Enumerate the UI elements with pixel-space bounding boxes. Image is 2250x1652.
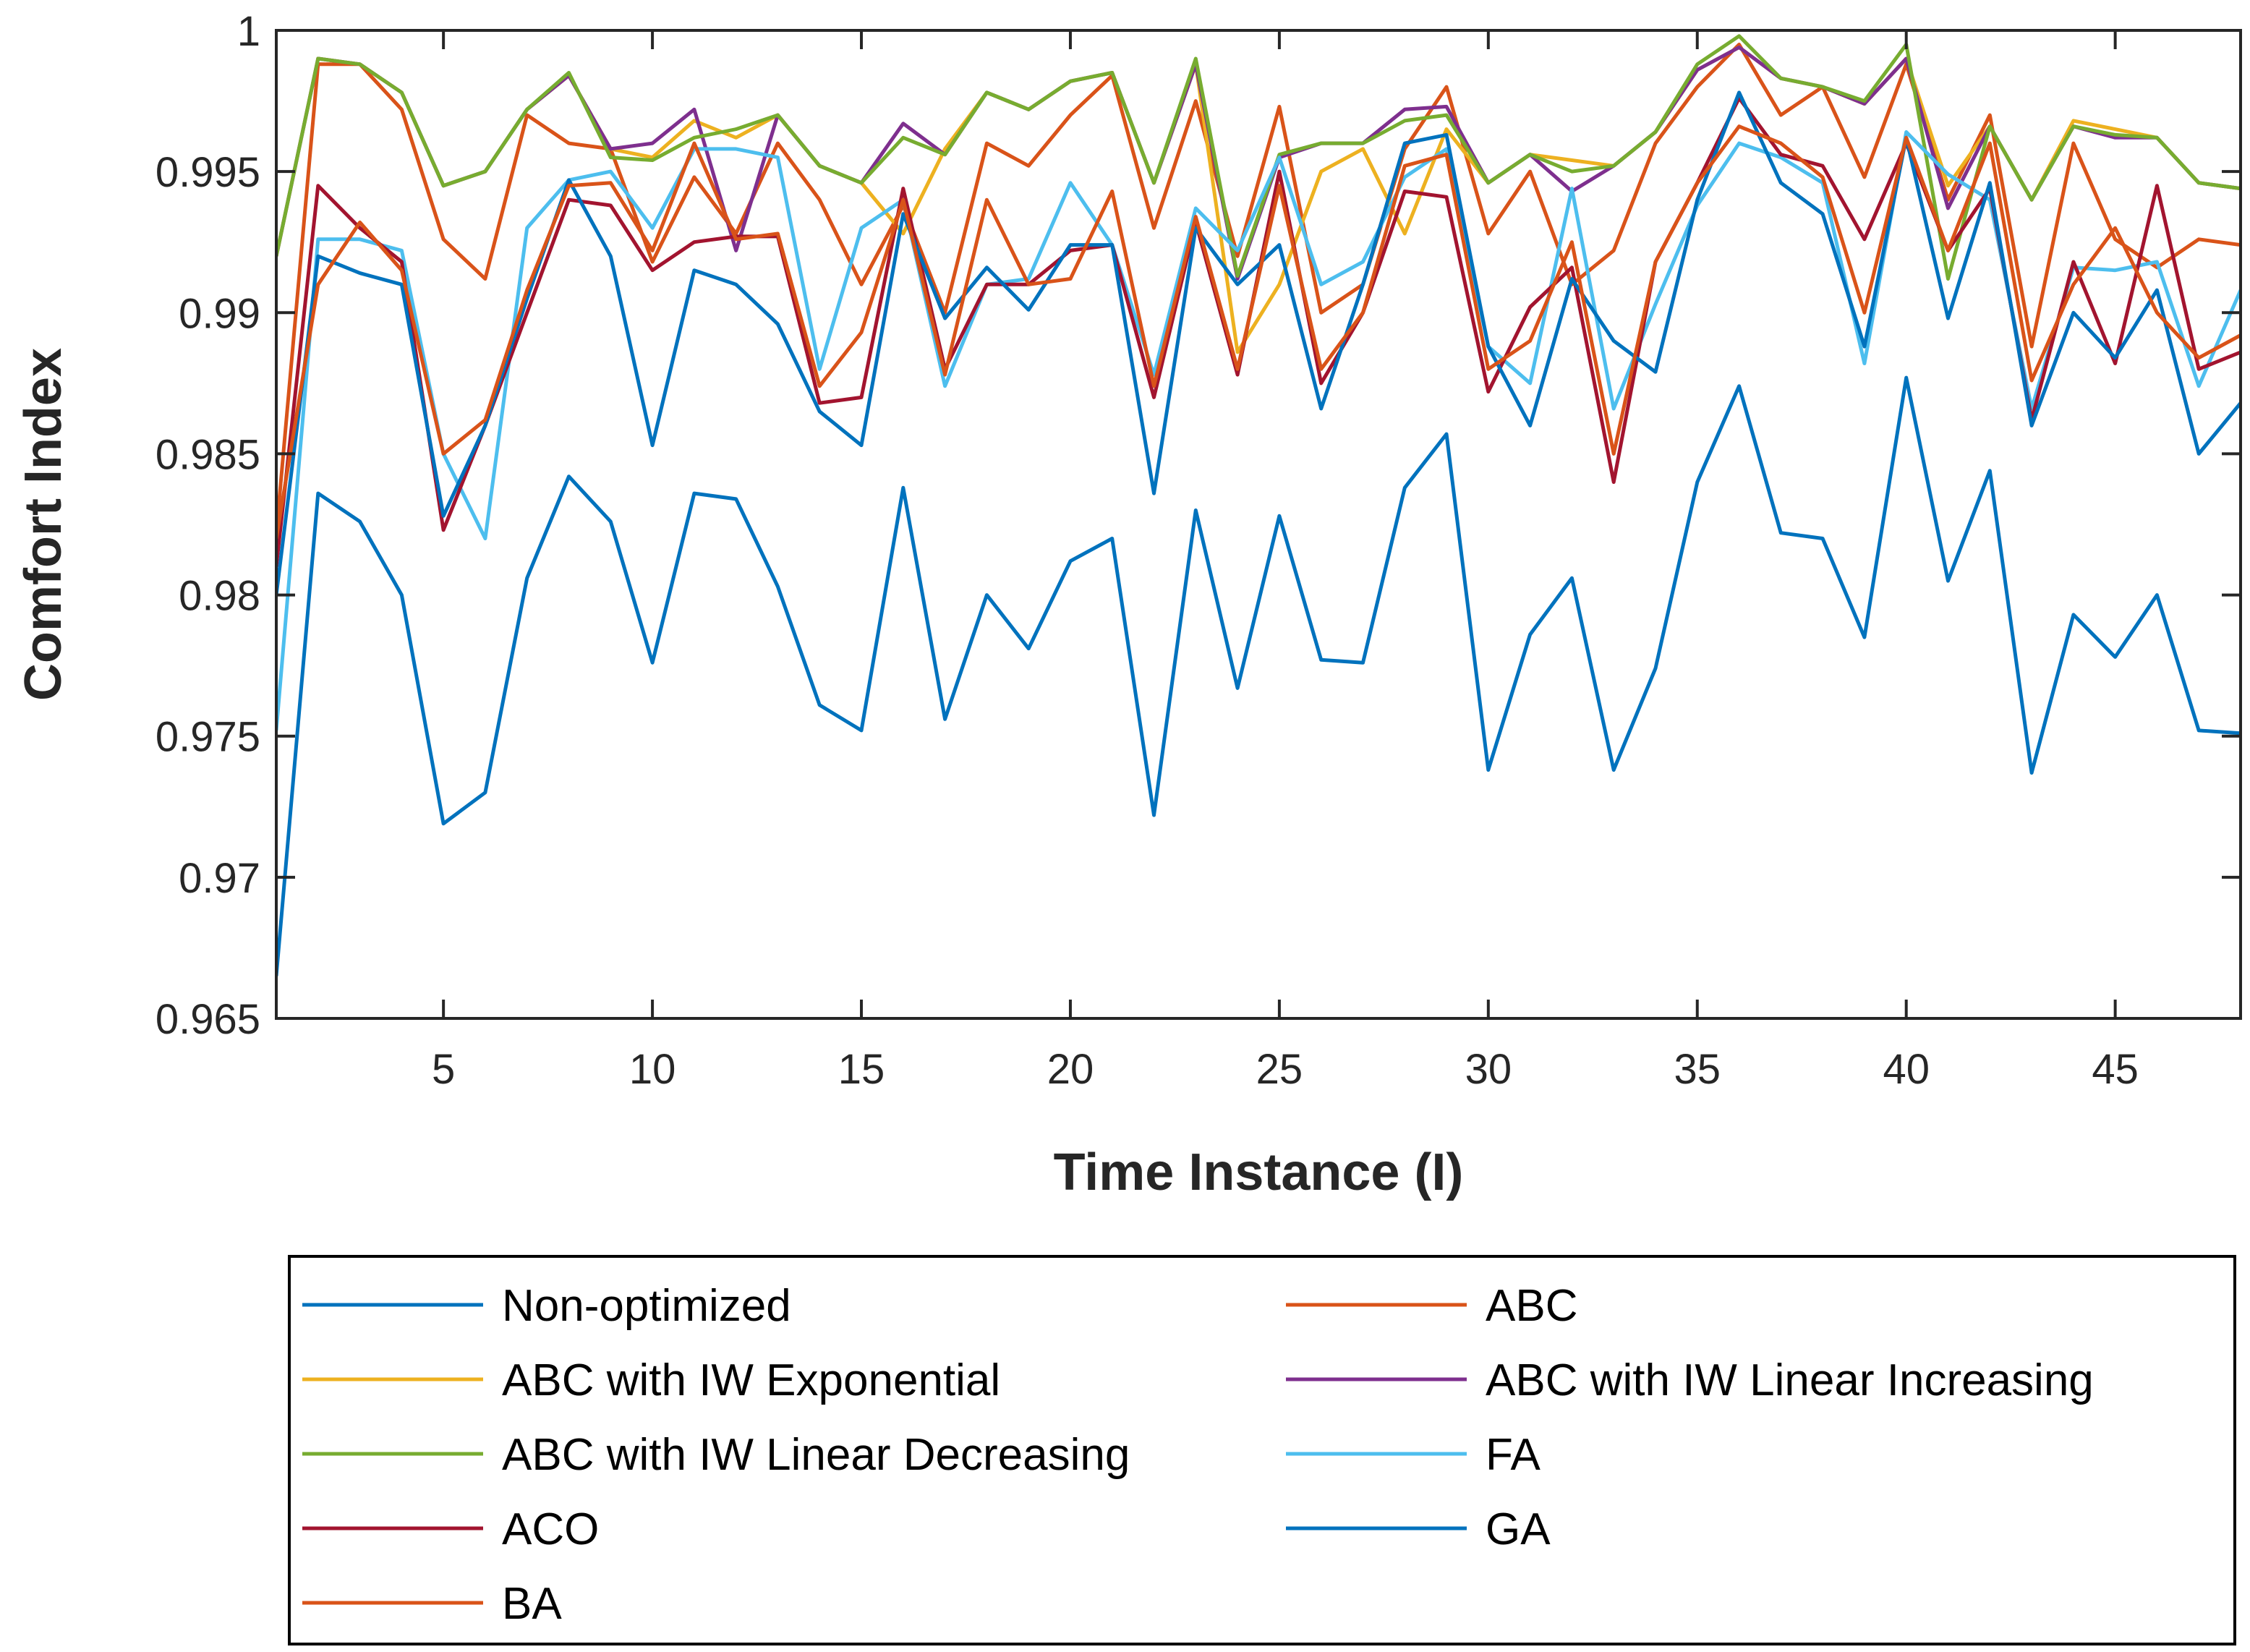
x-tick-label: 30: [1465, 1046, 1512, 1093]
legend-label: GA: [1486, 1504, 1551, 1554]
y-tick-label: 0.98: [179, 573, 260, 620]
y-tick-label: 0.975: [155, 714, 260, 761]
y-tick-label: 0.99: [179, 290, 260, 337]
legend-label: ACO: [502, 1504, 599, 1554]
legend: Non-optimized ABC ABC with IW Exponential A…: [288, 1255, 2236, 1645]
series-line-6: [276, 130, 2241, 731]
legend-label: BA: [502, 1579, 562, 1629]
legend-label: ABC with IW Exponential: [502, 1355, 1000, 1405]
x-tick-label: 5: [432, 1046, 455, 1093]
y-tick-label: 0.97: [179, 855, 260, 902]
ticks-layer: 5 10 15 20 25 30 35 40 45 0.965 0.97 0.975 0.98 0.985…: [155, 8, 2241, 1093]
legend-label: ABC with IW Linear Increasing: [1486, 1355, 2094, 1405]
y-axis-title: Comfort Index: [14, 348, 72, 701]
legend-label: ABC with IW Linear Decreasing: [502, 1430, 1130, 1480]
x-tick-label: 10: [629, 1046, 676, 1093]
legend-label: ABC: [1486, 1281, 1577, 1331]
y-tick-label: 0.965: [155, 996, 260, 1043]
x-tick-label: 45: [2092, 1046, 2139, 1093]
legend-items: Non-optimized ABC ABC with IW Exponential A…: [302, 1281, 2094, 1629]
axes-box: [275, 29, 2242, 1020]
y-tick-label: 1: [237, 8, 260, 55]
x-tick-label: 35: [1674, 1046, 1721, 1093]
legend-label: FA: [1486, 1430, 1541, 1480]
legend-box: [288, 1255, 2236, 1645]
x-tick-label: 20: [1047, 1046, 1094, 1093]
series-line-9: [276, 124, 2241, 539]
x-tick-label: 25: [1256, 1046, 1303, 1093]
y-tick-label: 0.995: [155, 149, 260, 196]
series-line-1: [276, 375, 2241, 976]
series-layer: [276, 34, 2241, 976]
series-line-5: [276, 34, 2241, 281]
x-tick-label: 40: [1883, 1046, 1930, 1093]
x-tick-label: 15: [838, 1046, 885, 1093]
x-axis-title: Time Instance (I): [1054, 1144, 1464, 1201]
y-tick-label: 0.985: [155, 431, 260, 478]
legend-label: Non-optimized: [502, 1281, 791, 1331]
series-line-8: [276, 90, 2241, 595]
